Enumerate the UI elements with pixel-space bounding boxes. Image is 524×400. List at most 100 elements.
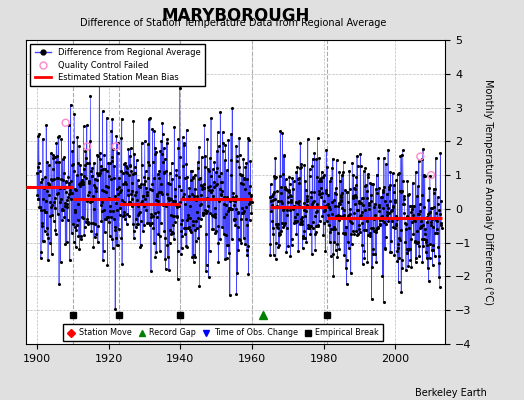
Point bbox=[419, 146, 427, 152]
Point bbox=[43, 231, 51, 237]
Point bbox=[421, 231, 429, 237]
Point bbox=[122, 180, 130, 187]
Point bbox=[303, 136, 312, 142]
Point bbox=[430, 190, 438, 196]
Point bbox=[177, 221, 185, 227]
Point bbox=[318, 213, 326, 220]
Point bbox=[227, 206, 236, 212]
Point bbox=[124, 187, 132, 194]
Point bbox=[392, 213, 400, 219]
Point bbox=[407, 236, 415, 242]
Point bbox=[49, 155, 58, 161]
Point bbox=[189, 222, 198, 228]
Point bbox=[123, 170, 132, 176]
Point bbox=[344, 211, 353, 218]
Point bbox=[434, 194, 442, 200]
Point bbox=[319, 204, 327, 210]
Point bbox=[132, 224, 140, 230]
Point bbox=[121, 216, 129, 222]
Point bbox=[168, 228, 176, 235]
Point bbox=[60, 213, 69, 220]
Point bbox=[91, 184, 99, 190]
Point bbox=[346, 211, 354, 217]
Point bbox=[119, 198, 128, 205]
Point bbox=[402, 266, 410, 273]
Point bbox=[427, 241, 435, 247]
Point bbox=[369, 246, 377, 252]
Point bbox=[183, 174, 191, 181]
Point bbox=[420, 236, 429, 242]
Point bbox=[66, 191, 74, 198]
Point bbox=[129, 227, 138, 234]
Point bbox=[64, 194, 72, 201]
Point bbox=[297, 219, 305, 225]
Point bbox=[123, 211, 131, 218]
Point bbox=[133, 221, 141, 228]
Point bbox=[43, 180, 52, 187]
Point bbox=[131, 170, 139, 176]
Point bbox=[408, 219, 416, 225]
Point bbox=[301, 178, 309, 184]
Point bbox=[361, 165, 369, 171]
Point bbox=[406, 256, 414, 263]
Point bbox=[192, 193, 201, 199]
Point bbox=[113, 140, 122, 146]
Point bbox=[213, 148, 221, 154]
Point bbox=[97, 218, 106, 224]
Point bbox=[422, 239, 431, 245]
Point bbox=[200, 210, 208, 216]
Point bbox=[417, 218, 425, 224]
Point bbox=[315, 218, 324, 225]
Point bbox=[395, 255, 403, 261]
Point bbox=[226, 198, 234, 204]
Point bbox=[352, 174, 361, 181]
Point bbox=[339, 169, 347, 176]
Point bbox=[343, 189, 352, 196]
Point bbox=[329, 156, 337, 162]
Point bbox=[374, 204, 383, 210]
Point bbox=[431, 217, 440, 223]
Point bbox=[301, 212, 310, 219]
Point bbox=[114, 242, 122, 248]
Point bbox=[337, 194, 345, 200]
Point bbox=[328, 211, 336, 218]
Point bbox=[34, 196, 42, 202]
Point bbox=[151, 145, 160, 151]
Point bbox=[387, 218, 396, 224]
Point bbox=[138, 140, 146, 146]
Point bbox=[51, 230, 60, 237]
Point bbox=[272, 202, 281, 209]
Point bbox=[145, 162, 154, 168]
Point bbox=[277, 184, 286, 190]
Point bbox=[58, 217, 66, 223]
Point bbox=[355, 200, 363, 207]
Point bbox=[417, 192, 425, 198]
Point bbox=[425, 210, 433, 216]
Point bbox=[368, 224, 377, 231]
Point bbox=[304, 222, 312, 228]
Point bbox=[352, 182, 360, 188]
Point bbox=[165, 196, 173, 203]
Point bbox=[91, 221, 100, 228]
Point bbox=[48, 202, 57, 208]
Point bbox=[210, 184, 218, 190]
Point bbox=[315, 155, 323, 161]
Point bbox=[47, 176, 56, 182]
Point bbox=[306, 223, 314, 230]
Point bbox=[393, 248, 401, 254]
Point bbox=[135, 183, 143, 190]
Point bbox=[199, 210, 207, 216]
Point bbox=[58, 207, 66, 213]
Point bbox=[219, 148, 227, 154]
Point bbox=[61, 200, 69, 206]
Point bbox=[282, 225, 291, 232]
Point bbox=[411, 238, 419, 244]
Point bbox=[92, 188, 100, 194]
Point bbox=[152, 214, 161, 220]
Point bbox=[332, 213, 341, 219]
Point bbox=[319, 174, 327, 180]
Point bbox=[53, 211, 62, 217]
Point bbox=[329, 273, 337, 279]
Point bbox=[428, 261, 436, 268]
Point bbox=[181, 225, 190, 232]
